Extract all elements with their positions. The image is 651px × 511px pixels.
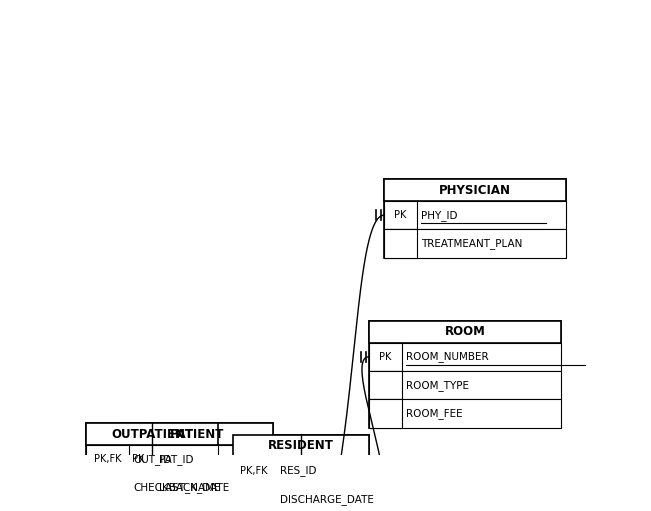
Bar xyxy=(369,321,561,428)
Bar xyxy=(122,502,273,511)
Bar xyxy=(369,343,402,371)
Bar xyxy=(384,229,566,258)
Bar xyxy=(122,445,273,473)
Bar xyxy=(369,371,561,399)
Bar xyxy=(384,201,417,229)
Bar xyxy=(122,502,154,511)
Bar xyxy=(384,179,566,258)
Text: ROOM_TYPE: ROOM_TYPE xyxy=(406,380,469,390)
Text: OUT_ID: OUT_ID xyxy=(133,454,172,464)
Text: ROOM: ROOM xyxy=(445,326,485,338)
Text: OUTPATIENT: OUTPATIENT xyxy=(111,428,193,440)
Text: RESIDENT: RESIDENT xyxy=(268,439,334,452)
Text: PK: PK xyxy=(379,352,391,362)
Bar xyxy=(233,485,275,511)
Bar xyxy=(369,321,561,343)
Bar xyxy=(122,445,154,473)
Bar xyxy=(233,457,275,485)
Bar xyxy=(122,423,273,445)
Text: FIRST_NAME: FIRST_NAME xyxy=(159,510,223,511)
Bar xyxy=(369,371,402,399)
Bar xyxy=(233,457,369,485)
Bar xyxy=(369,343,561,371)
Bar xyxy=(233,485,369,511)
Bar xyxy=(384,179,566,201)
Bar xyxy=(233,435,369,511)
Text: ROOM_FEE: ROOM_FEE xyxy=(406,408,462,419)
Text: PK: PK xyxy=(132,454,145,464)
Bar xyxy=(87,423,217,502)
Bar xyxy=(233,435,369,457)
Text: PK,FK: PK,FK xyxy=(240,466,268,476)
Text: PATIENT: PATIENT xyxy=(170,428,225,440)
Bar xyxy=(384,229,417,258)
Bar xyxy=(87,473,130,502)
Bar xyxy=(384,201,566,229)
Text: TREATMEANT_PLAN: TREATMEANT_PLAN xyxy=(421,238,522,249)
Text: ROOM_NUMBER: ROOM_NUMBER xyxy=(406,352,488,362)
Bar xyxy=(369,399,402,428)
Text: DISCHARGE_DATE: DISCHARGE_DATE xyxy=(280,494,374,505)
Text: PAT_ID: PAT_ID xyxy=(159,454,193,464)
Bar xyxy=(87,473,217,502)
Text: PHYSICIAN: PHYSICIAN xyxy=(439,183,511,197)
Bar xyxy=(87,445,130,473)
Bar xyxy=(122,473,273,502)
Text: LAST_NAME: LAST_NAME xyxy=(159,482,220,493)
Text: RES_ID: RES_ID xyxy=(280,466,316,476)
Bar xyxy=(369,399,561,428)
Bar xyxy=(87,445,217,473)
Bar xyxy=(87,423,217,445)
Bar xyxy=(122,473,154,502)
Text: PK: PK xyxy=(395,210,407,220)
Text: PK,FK: PK,FK xyxy=(94,454,122,464)
Text: PHY_ID: PHY_ID xyxy=(421,210,458,221)
Text: CHECKBACK_DATE: CHECKBACK_DATE xyxy=(133,482,230,493)
Bar xyxy=(122,423,273,511)
